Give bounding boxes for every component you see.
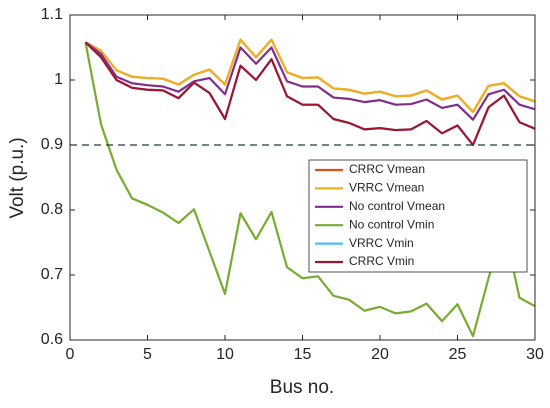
y-tick-label: 0.8 [41, 201, 63, 218]
x-tick-label: 5 [143, 346, 152, 363]
x-tick-label: 20 [371, 346, 389, 363]
y-tick-label: 1.1 [41, 6, 63, 23]
x-tick-label: 30 [526, 346, 544, 363]
series-line [84, 38, 536, 113]
x-tick-label: 0 [66, 346, 75, 363]
y-tick-label: 1 [54, 71, 63, 88]
x-tick-label: 10 [216, 346, 234, 363]
y-axis-label: Volt (p.u.) [7, 137, 28, 218]
series-line [84, 41, 536, 121]
legend-label: CRRC Vmean [349, 162, 425, 176]
legend: CRRC Vmean VRRC Vmean No control Vmean No c… [308, 159, 528, 273]
series-line [84, 41, 536, 147]
x-tick-label: 25 [449, 346, 467, 363]
x-tick-label: 15 [294, 346, 312, 363]
legend-label: CRRC Vmin [349, 254, 414, 268]
y-tick-label: 0.7 [41, 266, 63, 283]
legend-label: VRRC Vmean [349, 181, 424, 195]
legend-label: No control Vmean [349, 199, 445, 213]
legend-label: VRRC Vmin [349, 236, 414, 250]
plot-frame [69, 14, 536, 341]
legend-box [308, 159, 528, 273]
legend-label: No control Vmin [349, 217, 434, 231]
x-axis-label: Bus no. [270, 377, 334, 398]
y-tick-label: 0.9 [41, 136, 63, 153]
y-tick-label: 0.6 [41, 331, 63, 348]
series-line [84, 42, 536, 338]
